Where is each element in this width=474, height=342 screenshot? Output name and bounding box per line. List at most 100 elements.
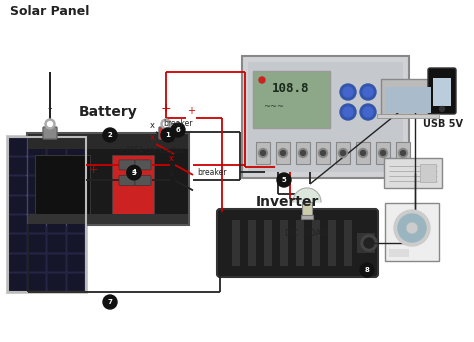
FancyBboxPatch shape [344,220,352,266]
FancyBboxPatch shape [280,220,288,266]
FancyBboxPatch shape [8,137,86,292]
Text: 2: 2 [108,132,112,138]
Text: + MC4 connector: + MC4 connector [118,146,184,155]
FancyBboxPatch shape [253,71,330,128]
Text: x: x [149,121,155,130]
FancyBboxPatch shape [28,137,46,156]
Circle shape [361,235,377,251]
FancyBboxPatch shape [28,214,188,224]
Text: x: x [149,133,155,142]
FancyBboxPatch shape [301,215,313,219]
FancyBboxPatch shape [28,234,46,253]
Text: 8: 8 [365,267,369,273]
FancyBboxPatch shape [242,56,409,178]
FancyBboxPatch shape [9,234,27,253]
Text: x: x [168,169,173,179]
FancyBboxPatch shape [47,254,66,272]
FancyBboxPatch shape [28,215,46,233]
Circle shape [171,123,185,137]
FancyBboxPatch shape [9,254,27,272]
Circle shape [127,166,141,180]
FancyBboxPatch shape [6,135,88,294]
Circle shape [320,150,326,156]
Circle shape [360,84,376,100]
FancyBboxPatch shape [9,137,27,156]
Circle shape [340,104,356,120]
Circle shape [259,77,265,83]
Circle shape [161,128,175,142]
Circle shape [279,148,288,158]
Text: -: - [48,102,52,115]
Circle shape [281,150,285,156]
FancyBboxPatch shape [67,157,85,175]
Circle shape [363,107,373,117]
FancyBboxPatch shape [28,254,46,272]
Text: 5: 5 [282,177,286,183]
Circle shape [299,148,308,158]
FancyBboxPatch shape [389,249,409,257]
Circle shape [343,87,353,97]
FancyBboxPatch shape [9,176,27,195]
Text: x: x [168,154,173,163]
FancyBboxPatch shape [256,142,270,164]
Circle shape [360,104,376,120]
FancyBboxPatch shape [35,155,90,217]
FancyBboxPatch shape [47,273,66,291]
Polygon shape [293,188,321,202]
FancyBboxPatch shape [356,142,370,164]
Circle shape [47,121,53,127]
Circle shape [364,238,374,248]
Text: 3: 3 [132,170,137,176]
FancyBboxPatch shape [296,142,310,164]
FancyBboxPatch shape [9,196,27,214]
Circle shape [164,121,168,127]
Circle shape [358,148,367,158]
FancyBboxPatch shape [28,134,188,149]
FancyBboxPatch shape [159,127,173,139]
FancyBboxPatch shape [316,142,330,164]
Circle shape [261,150,265,156]
Text: 6: 6 [176,127,181,133]
FancyBboxPatch shape [67,215,85,233]
Text: Solar Panel: Solar Panel [10,5,90,18]
FancyBboxPatch shape [9,157,27,175]
Text: +: + [187,106,195,116]
Circle shape [401,150,405,156]
Circle shape [399,148,408,158]
FancyBboxPatch shape [43,127,57,139]
FancyBboxPatch shape [248,62,403,172]
FancyBboxPatch shape [232,220,240,266]
Circle shape [103,128,117,142]
FancyBboxPatch shape [276,142,290,164]
Circle shape [319,148,328,158]
Circle shape [127,166,141,180]
FancyBboxPatch shape [381,79,435,117]
FancyBboxPatch shape [28,157,46,175]
FancyBboxPatch shape [135,160,151,170]
Circle shape [45,119,55,129]
Circle shape [379,148,388,158]
FancyBboxPatch shape [385,87,431,113]
FancyBboxPatch shape [28,176,46,195]
FancyBboxPatch shape [376,142,390,164]
Text: ~~~: ~~~ [264,103,284,111]
FancyBboxPatch shape [28,196,46,214]
FancyBboxPatch shape [336,142,350,164]
FancyBboxPatch shape [357,233,375,253]
FancyBboxPatch shape [312,220,320,266]
Circle shape [407,223,417,233]
Text: USB 5V: USB 5V [423,119,463,129]
FancyBboxPatch shape [67,234,85,253]
Text: 4: 4 [131,169,137,175]
FancyBboxPatch shape [428,68,456,114]
Circle shape [340,84,356,100]
FancyBboxPatch shape [433,78,451,106]
Circle shape [338,148,347,158]
Circle shape [258,148,267,158]
FancyBboxPatch shape [28,273,46,291]
FancyBboxPatch shape [384,158,442,188]
Text: -: - [220,208,224,218]
FancyBboxPatch shape [112,155,154,217]
FancyBboxPatch shape [328,220,336,266]
Circle shape [340,150,346,156]
